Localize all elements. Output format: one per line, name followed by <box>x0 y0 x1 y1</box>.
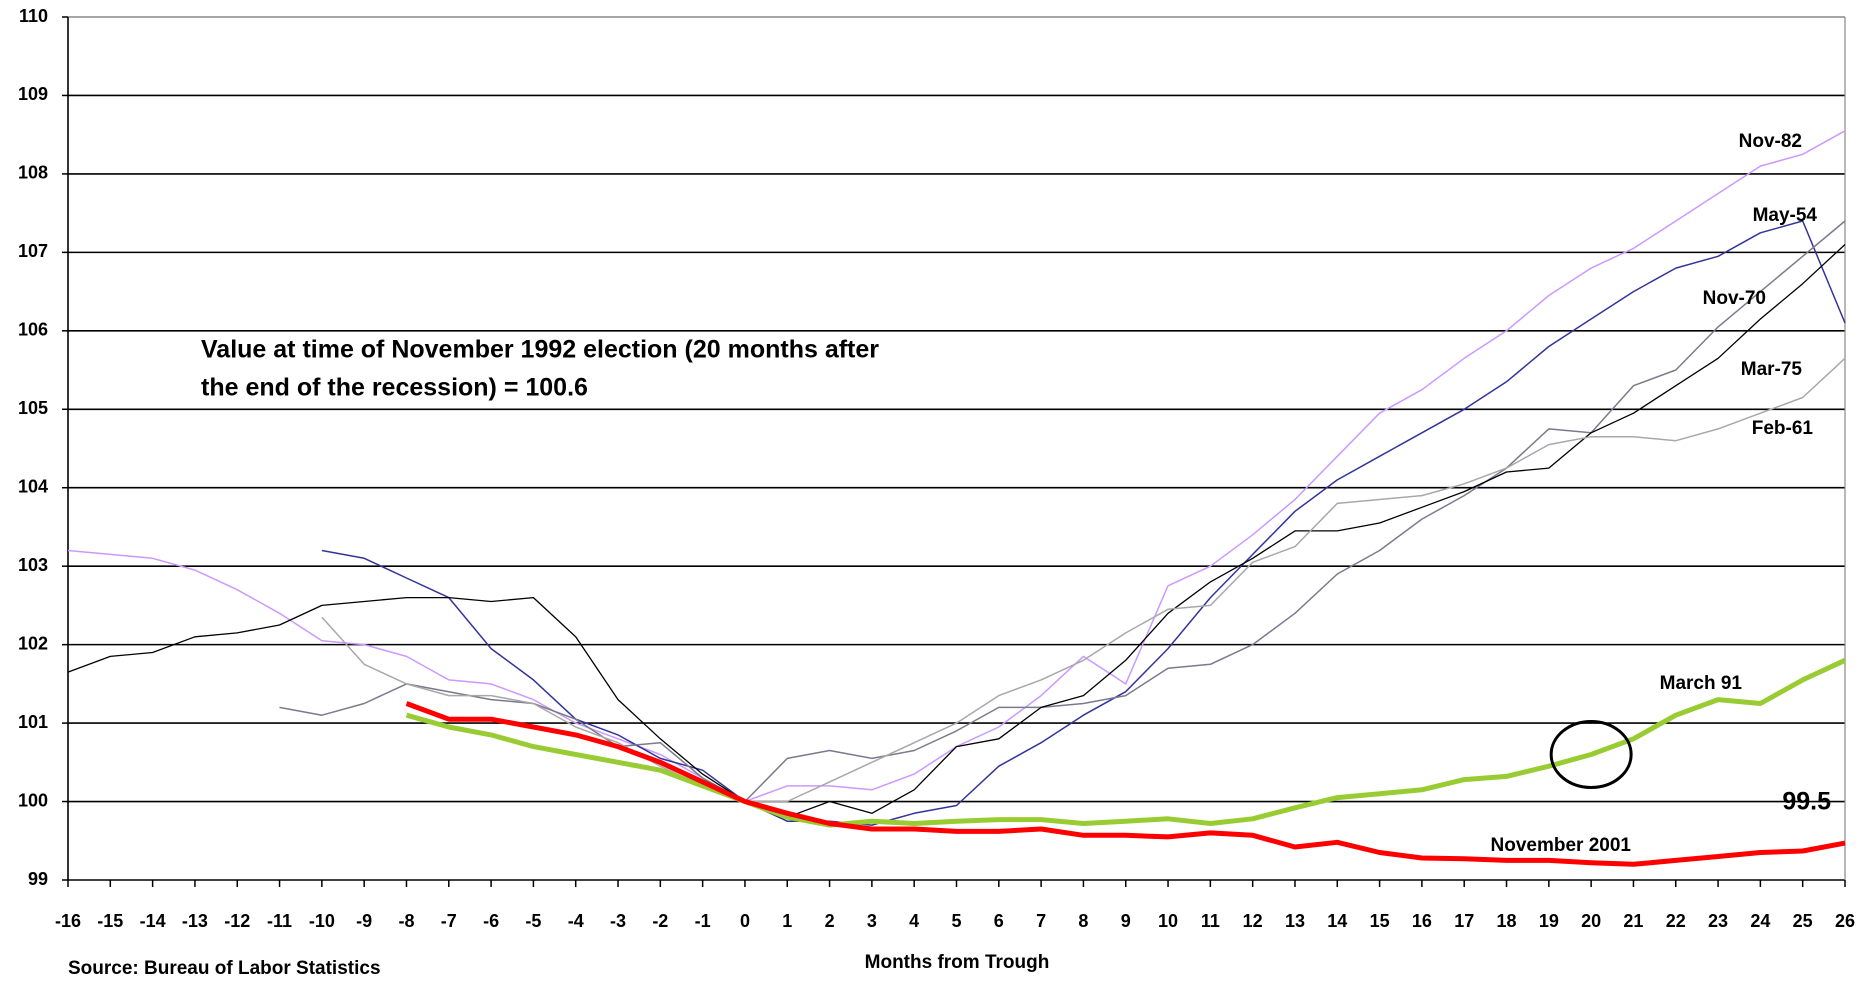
x-tick-label: 19 <box>1539 911 1559 931</box>
x-tick-label: 2 <box>825 911 835 931</box>
x-tick-label: 3 <box>867 911 877 931</box>
y-tick-label: 106 <box>18 320 48 340</box>
x-tick-label: -3 <box>610 911 626 931</box>
x-tick-label: 15 <box>1370 911 1390 931</box>
x-tick-label: 9 <box>1121 911 1131 931</box>
x-tick-label: 21 <box>1623 911 1643 931</box>
series-label: May-54 <box>1753 205 1818 226</box>
series-line <box>321 220 1846 826</box>
series-label: Mar-75 <box>1741 359 1803 380</box>
x-tick-label: 13 <box>1285 911 1305 931</box>
y-tick-label: 99 <box>28 869 48 889</box>
series-line <box>67 244 1846 818</box>
y-tick-label: 102 <box>18 633 48 653</box>
x-tick-label: -12 <box>224 911 250 931</box>
x-tick-label: -14 <box>140 911 166 931</box>
y-tick-label: 110 <box>19 6 48 26</box>
x-tick-label: 1 <box>782 911 792 931</box>
x-tick-label: 8 <box>1078 911 1088 931</box>
y-tick-label: 103 <box>18 555 48 575</box>
x-tick-label: 25 <box>1793 911 1813 931</box>
x-tick-label: -11 <box>267 911 292 931</box>
x-tick-label: 5 <box>951 911 961 931</box>
y-tick-label: 100 <box>18 790 48 810</box>
x-tick-label: -8 <box>398 911 414 931</box>
x-tick-label: 22 <box>1666 911 1686 931</box>
x-tick-label: 16 <box>1412 911 1432 931</box>
x-tick-label: 20 <box>1581 911 1601 931</box>
series-line <box>279 220 1846 803</box>
x-tick-label: -5 <box>525 911 541 931</box>
annotation: Value at time of November 1992 election … <box>201 336 879 364</box>
series-label: March 91 <box>1660 673 1743 694</box>
series-label: Feb-61 <box>1752 418 1814 439</box>
x-tick-label: -15 <box>97 911 123 931</box>
series-line <box>405 658 1847 828</box>
y-tick-label: 101 <box>18 712 48 732</box>
series-line <box>405 701 1846 867</box>
x-tick-label: -9 <box>356 911 372 931</box>
x-tick-label: 10 <box>1158 911 1178 931</box>
source-note: Source: Bureau of Labor Statistics <box>68 958 381 979</box>
x-tick-label: 6 <box>994 911 1004 931</box>
y-tick-label: 104 <box>18 476 48 496</box>
highlight-circle <box>1549 719 1633 789</box>
series-line <box>321 357 1846 803</box>
x-tick-label: -10 <box>309 911 335 931</box>
x-axis-title: Months from Trough <box>865 952 1050 973</box>
x-tick-label: 0 <box>740 911 750 931</box>
value-label: 99.5 <box>1782 788 1831 816</box>
x-tick-label: -16 <box>55 911 81 931</box>
series-label: Nov-82 <box>1739 131 1802 152</box>
x-tick-label: 11 <box>1201 911 1220 931</box>
x-tick-label: 14 <box>1327 911 1347 931</box>
x-tick-label: -7 <box>441 911 457 931</box>
x-tick-label: 4 <box>909 911 919 931</box>
y-tick-label: 109 <box>18 84 48 104</box>
x-tick-label: 17 <box>1454 911 1474 931</box>
y-tick-label: 108 <box>18 163 48 183</box>
series-label: Nov-70 <box>1703 288 1766 309</box>
x-tick-label: -6 <box>483 911 499 931</box>
x-tick-label: 18 <box>1497 911 1517 931</box>
y-tick-label: 107 <box>18 241 48 261</box>
annotation: the end of the recession) = 100.6 <box>201 374 588 402</box>
x-tick-label: 7 <box>1036 911 1046 931</box>
x-tick-label: 23 <box>1708 911 1728 931</box>
x-tick-label: -13 <box>182 911 208 931</box>
x-tick-label: 24 <box>1750 911 1770 931</box>
x-tick-label: -2 <box>652 911 668 931</box>
x-tick-label: -1 <box>695 911 711 931</box>
x-tick-label: -4 <box>568 911 584 931</box>
x-tick-label: 12 <box>1243 911 1263 931</box>
series-line <box>67 130 1846 803</box>
x-tick-label: 26 <box>1835 911 1855 931</box>
y-tick-label: 105 <box>18 398 48 418</box>
series-label: November 2001 <box>1491 835 1632 856</box>
